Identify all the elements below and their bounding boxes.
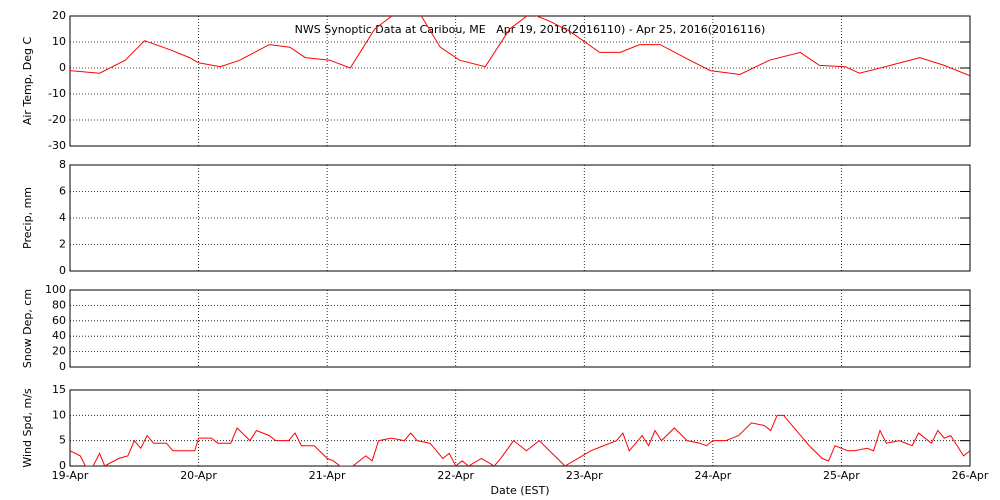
y-tick-label: 5 (59, 434, 66, 447)
y-tick-label: -20 (48, 113, 66, 126)
y-tick-label: 20 (52, 345, 66, 358)
x-axis-label: Date (EST) (490, 484, 549, 497)
y-axis-label: Air Temp, Deg C (21, 37, 34, 126)
plot-frame (69, 15, 971, 147)
plot-frame (69, 164, 971, 272)
x-tick-label: 21-Apr (309, 469, 346, 482)
plot-frame (69, 289, 971, 368)
x-tick-label: 26-Apr (952, 469, 989, 482)
y-tick-label: 2 (59, 238, 66, 251)
y-axis-label: Wind Spd, m/s (21, 388, 34, 468)
y-tick-label: 10 (52, 35, 66, 48)
y-tick-label: 0 (59, 264, 66, 277)
y-tick-label: 0 (59, 360, 66, 373)
x-tick-label: 22-Apr (437, 469, 474, 482)
y-tick-label: 15 (52, 383, 66, 396)
data-line (70, 16, 970, 77)
y-tick-label: -30 (48, 139, 66, 152)
x-tick-label: 19-Apr (52, 469, 89, 482)
data-line (70, 414, 970, 466)
y-tick-label: 100 (45, 283, 66, 296)
x-tick-label: 24-Apr (694, 469, 731, 482)
y-tick-label: 8 (59, 158, 66, 171)
y-tick-label: 0 (59, 459, 66, 472)
y-tick-label: 40 (52, 329, 66, 342)
plot-frame (69, 389, 971, 467)
x-tick-label: 23-Apr (566, 469, 603, 482)
x-tick-label: 25-Apr (823, 469, 860, 482)
y-tick-label: 60 (52, 314, 66, 327)
y-axis-label: Snow Dep, cm (21, 289, 34, 368)
y-tick-label: 4 (59, 211, 66, 224)
y-tick-label: 6 (59, 185, 66, 198)
y-axis-label: Precip, mm (21, 187, 34, 249)
y-tick-label: 80 (52, 298, 66, 311)
y-tick-label: -10 (48, 87, 66, 100)
x-tick-label: 20-Apr (180, 469, 217, 482)
y-tick-label: 0 (59, 61, 66, 74)
chart-title: NWS Synoptic Data at Caribou, ME Apr 19,… (295, 23, 766, 36)
y-tick-label: 20 (52, 9, 66, 22)
y-tick-label: 10 (52, 408, 66, 421)
